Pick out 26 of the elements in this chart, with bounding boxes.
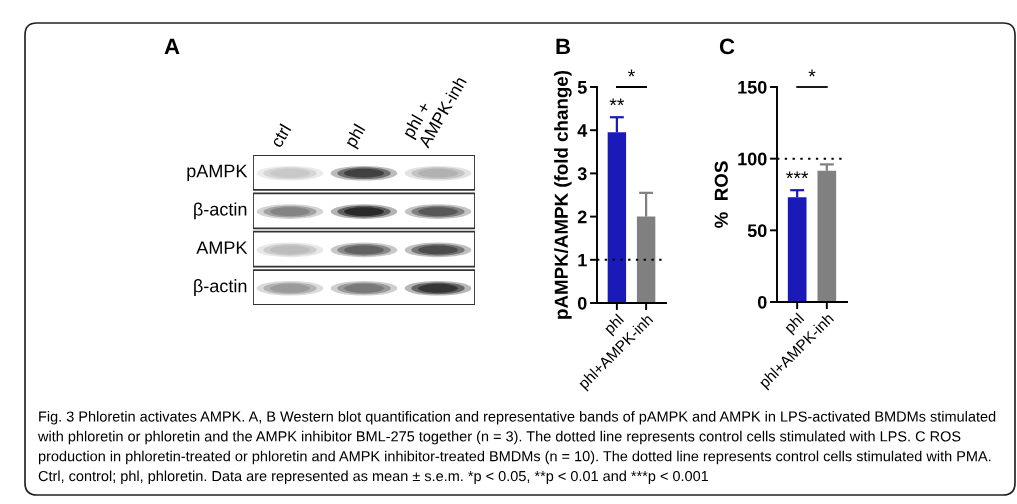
y-tick-label: 4	[577, 124, 588, 137]
y-tick-label: 100	[738, 152, 767, 166]
y-tick-label: 0	[757, 295, 767, 309]
category-label: phl	[343, 123, 369, 150]
text: *	[808, 69, 816, 77]
category-label: β-actin	[194, 202, 247, 220]
annotation: ***	[786, 171, 809, 179]
y-tick-label: 3	[577, 167, 587, 181]
y-tick-label: 50	[747, 224, 767, 238]
y-tick-label: 1	[578, 253, 587, 267]
category-label: pAMPK	[187, 164, 248, 181]
caption: Fig. 3 Phloretin activates AMPK. A, B Western blot quantification and representative bands of pAMPK and AMPK in LPS-activated BMDMs stimulated with phloretin or phloretin and the AMPK inhibitor BML-275 together (n = 3). The dotted line represents control cells stimulated with LPS. C ROS production in phloretin-treated or phloretin and AMPK inhibitor-treated BMDMs (n = 10). The dotted line represents control cells stimulated with PMA. Ctrl, control; phl, phloretin. Data are represented as mean ± s.e.m. *p < 0.05, **p < 0.01 and ***p < 0.001	[37, 411, 996, 485]
chart-title: C	[719, 38, 735, 55]
category-label: β-actin	[194, 279, 247, 296]
category-label: AMPK	[196, 241, 248, 254]
text: A	[164, 38, 180, 55]
annotation: **	[609, 98, 625, 106]
y-tick-label: 150	[738, 80, 767, 94]
y-tick-label: 2	[577, 210, 587, 224]
y-tick-label: 0	[577, 296, 587, 310]
chart-title: B	[556, 38, 571, 55]
y-axis-title: % ROS	[714, 161, 728, 228]
text: *	[628, 69, 635, 77]
y-tick-label: 5	[577, 81, 587, 94]
category-label: ctrl	[269, 123, 292, 149]
y-axis-title: pAMPK/AMPK (fold change)	[554, 70, 572, 319]
